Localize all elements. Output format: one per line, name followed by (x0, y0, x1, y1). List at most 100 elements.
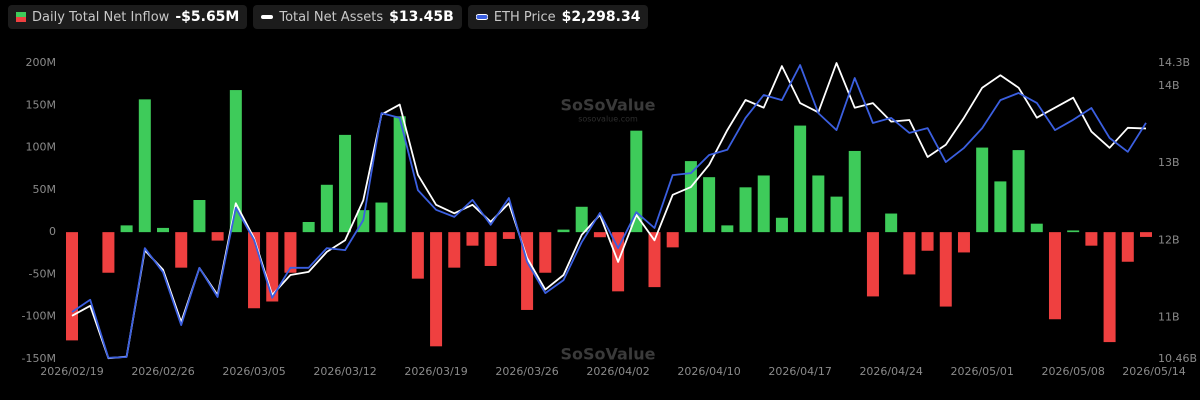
bar (175, 232, 188, 268)
legend-item[interactable]: ETH Price $2,298.34 (467, 5, 649, 29)
legend-value: -$5.65M (175, 9, 240, 25)
bar (502, 232, 515, 239)
x-tick-label: 2026/02/19 (40, 365, 103, 378)
y-tick-label: 100M (26, 141, 57, 154)
bar (1121, 232, 1134, 262)
y-tick-label: 200M (26, 56, 57, 69)
bar (575, 206, 588, 233)
bar (648, 232, 661, 288)
bar (684, 161, 697, 233)
line (71, 62, 1147, 360)
watermark: SoSoValue (560, 345, 655, 364)
bar (102, 232, 115, 273)
bar (1067, 230, 1080, 233)
bar (630, 130, 643, 233)
bar (903, 232, 916, 275)
y2-tick-label: 11B (1158, 310, 1180, 323)
x-tick-label: 2026/04/02 (586, 365, 649, 378)
x-tick-label: 2026/05/08 (1041, 365, 1104, 378)
legend-value: $13.45B (389, 9, 454, 25)
bar (976, 147, 989, 233)
x-tick-label: 2026/03/05 (222, 365, 285, 378)
bar (430, 232, 443, 347)
bar (393, 116, 406, 233)
legend-name: Daily Total Net Inflow (32, 9, 170, 25)
bar (448, 232, 461, 268)
legend: Daily Total Net Inflow -$5.65M Total Net… (8, 5, 649, 29)
bar (157, 227, 170, 233)
bar (1030, 223, 1043, 233)
bar (302, 221, 315, 233)
bar (1085, 232, 1098, 246)
bar (120, 225, 133, 233)
y2-tick-label: 13B (1158, 156, 1180, 169)
bar (666, 232, 679, 248)
bar (1103, 232, 1116, 343)
bar (466, 232, 479, 246)
bar (757, 175, 770, 233)
watermark-sub: sosovalue.com (578, 115, 638, 124)
bar (375, 202, 388, 233)
bar (539, 232, 552, 273)
x-tick-label: 2026/05/01 (950, 365, 1013, 378)
y2-tick-label: 14.3B (1158, 56, 1190, 69)
bar (775, 217, 788, 233)
y2-tick-label: 10.46B (1158, 352, 1197, 365)
legend-item[interactable]: Daily Total Net Inflow -$5.65M (8, 5, 248, 29)
bar (739, 187, 752, 233)
legend-value: $2,298.34 (561, 9, 641, 25)
bar (248, 232, 261, 309)
bar (320, 184, 333, 233)
bar (885, 213, 898, 233)
bar (1048, 232, 1061, 320)
y2-tick-label: 12B (1158, 233, 1180, 246)
y-tick-label: -50M (29, 267, 56, 280)
bar (830, 196, 843, 233)
bar (866, 232, 879, 297)
legend-swatch (475, 14, 488, 20)
bar (339, 134, 352, 233)
bar (939, 232, 952, 307)
bar (484, 232, 497, 266)
bar (721, 225, 734, 233)
bar (284, 232, 297, 273)
bar (994, 181, 1007, 233)
bar (957, 232, 970, 253)
bar (921, 232, 934, 251)
bar (703, 177, 716, 233)
legend-name: ETH Price (493, 9, 556, 25)
x-tick-label: 2026/02/26 (131, 365, 194, 378)
y-tick-label: 150M (26, 98, 57, 111)
legend-name: Total Net Assets (279, 9, 384, 25)
bar (593, 232, 606, 238)
y-tick-label: -100M (22, 310, 56, 323)
x-tick-label: 2026/04/10 (677, 365, 740, 378)
y-tick-label: -150M (22, 352, 56, 365)
x-tick-label: 2026/04/24 (859, 365, 922, 378)
bar (1012, 150, 1025, 233)
legend-swatch (16, 12, 26, 22)
bar (211, 232, 224, 241)
bar (848, 150, 861, 233)
bar (66, 232, 78, 341)
x-tick-label: 2026/04/17 (768, 365, 831, 378)
x-tick-label: 2026/03/12 (313, 365, 376, 378)
line (71, 64, 1147, 359)
bar (193, 200, 206, 233)
bar (411, 232, 424, 279)
bar (1140, 232, 1152, 237)
x-tick-label: 2026/03/26 (495, 365, 558, 378)
y-tick-label: 50M (33, 183, 57, 196)
bar (557, 229, 570, 233)
bar (229, 90, 242, 233)
y2-tick-label: 14B (1158, 79, 1180, 92)
legend-item[interactable]: Total Net Assets $13.45B (253, 5, 462, 29)
bar (812, 175, 825, 233)
watermark: SoSoValue (560, 96, 655, 115)
y-tick-label: 0 (49, 225, 56, 238)
x-tick-label: 2026/05/14 (1122, 365, 1185, 378)
bar (794, 125, 807, 233)
legend-swatch (261, 15, 274, 19)
